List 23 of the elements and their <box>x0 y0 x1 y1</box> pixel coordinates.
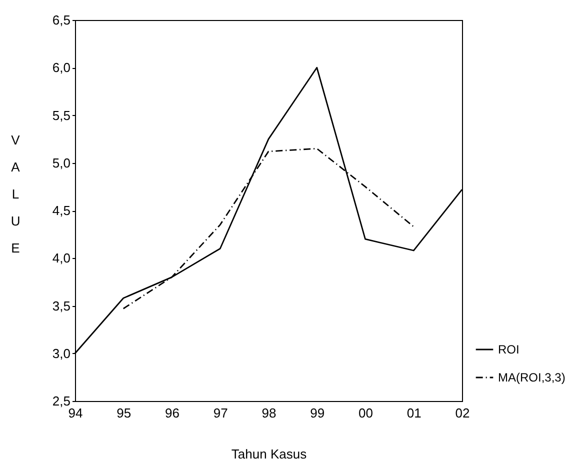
y-tick-label: 4,5 <box>52 203 70 218</box>
line-series <box>122 148 414 310</box>
y-tick-label: 5,0 <box>52 155 70 170</box>
x-tick-label: 99 <box>310 406 325 420</box>
x-axis-title: Tahun Kasus <box>231 446 308 462</box>
y-tick-label: 2,5 <box>52 394 70 408</box>
y-tick-label: 6,0 <box>52 60 70 76</box>
x-tick-label: 94 <box>68 406 83 420</box>
x-tick-label: 02 <box>455 406 470 420</box>
x-tick-label: 97 <box>213 406 228 420</box>
x-tick-label: 01 <box>406 406 422 420</box>
legend-label: ROI <box>498 342 520 356</box>
y-tick-label: 3,5 <box>52 298 70 314</box>
y-tick-label: 6,5 <box>52 12 70 28</box>
x-tick-label: 95 <box>116 406 132 420</box>
legend-label: MA(ROI,3,3) <box>498 370 566 384</box>
x-tick-label: 00 <box>358 406 373 420</box>
y-axis-title: VALUE <box>10 132 20 256</box>
x-tick-label: 98 <box>262 406 276 420</box>
y-tick-label: 3,0 <box>52 346 70 361</box>
y-tick-label: 5,5 <box>52 108 70 123</box>
y-tick-label: 4,0 <box>52 250 70 266</box>
x-tick-label: 96 <box>165 406 180 420</box>
